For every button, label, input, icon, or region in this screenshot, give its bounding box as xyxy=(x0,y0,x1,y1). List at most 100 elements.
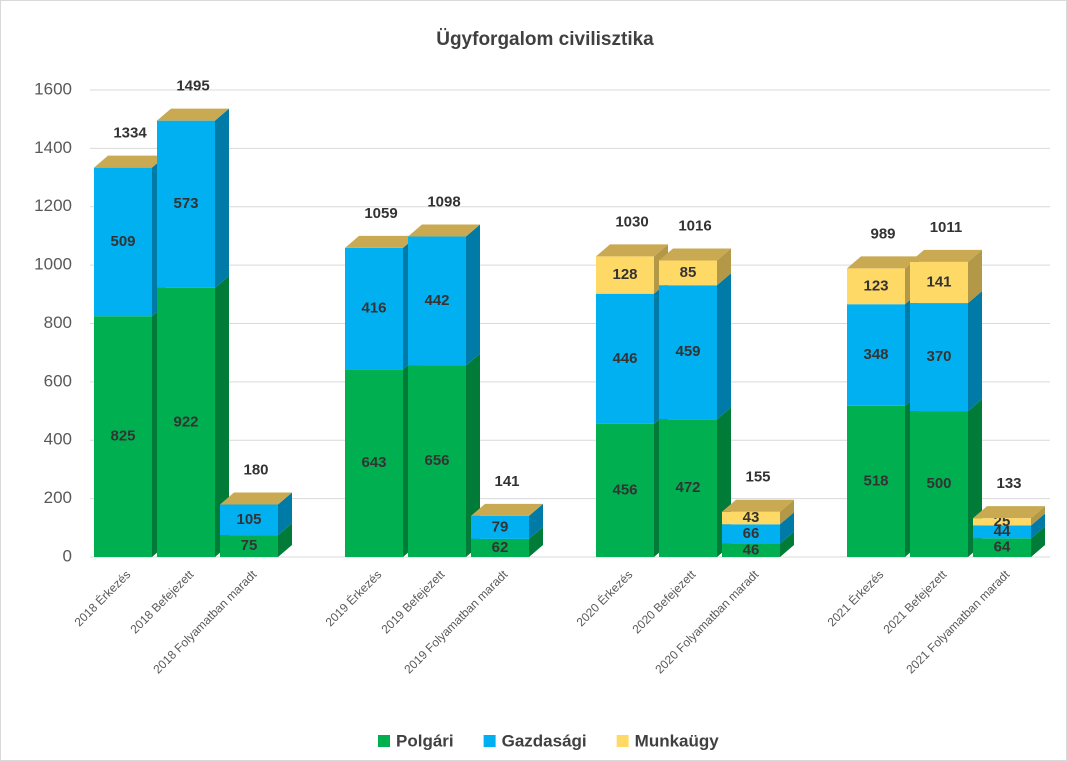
legend-label: Polgári xyxy=(396,731,454,750)
bar-side xyxy=(780,531,794,557)
bar-segment xyxy=(345,247,403,370)
bar-side xyxy=(466,224,480,366)
y-tick-label: 1200 xyxy=(34,196,72,215)
bar-segment xyxy=(973,538,1031,557)
y-tick-label: 600 xyxy=(44,371,72,390)
total-label: 133 xyxy=(996,475,1021,492)
bar-segment xyxy=(94,167,152,317)
legend-swatch xyxy=(616,735,629,747)
data-label: 348 xyxy=(863,346,888,363)
y-tick-label: 400 xyxy=(44,430,72,449)
bar-segment xyxy=(722,543,780,557)
bar-segment xyxy=(659,285,717,420)
data-label: 79 xyxy=(492,518,509,535)
bar-segment xyxy=(910,303,968,412)
bar-side xyxy=(968,249,982,304)
bar-top xyxy=(659,248,731,261)
legend-swatch xyxy=(378,735,390,747)
data-label: 518 xyxy=(863,472,888,489)
bar-top xyxy=(596,244,668,257)
bar-segment xyxy=(408,236,466,366)
bar-side xyxy=(215,275,229,557)
bar-side xyxy=(717,248,731,286)
bar-side xyxy=(1031,526,1045,557)
bar-segment xyxy=(910,411,968,557)
bar-side xyxy=(1031,513,1045,539)
data-label: 416 xyxy=(361,300,386,317)
bar-top xyxy=(345,235,417,248)
bar-top xyxy=(847,256,919,269)
bar-segment xyxy=(722,511,780,525)
total-label: 180 xyxy=(243,461,268,478)
y-tick-label: 1000 xyxy=(34,255,72,274)
bar-side xyxy=(780,512,794,544)
data-label: 573 xyxy=(173,195,198,212)
data-label: 43 xyxy=(743,509,760,526)
data-label: 44 xyxy=(994,523,1011,540)
data-label: 128 xyxy=(612,266,637,283)
bar-top xyxy=(94,155,166,168)
bar-top xyxy=(220,492,292,505)
total-label: 1098 xyxy=(427,193,460,210)
bar-top xyxy=(722,499,794,512)
bar-segment xyxy=(471,515,529,539)
data-label: 459 xyxy=(675,343,700,360)
total-label: 1059 xyxy=(364,205,397,222)
bar-segment xyxy=(94,316,152,557)
bar-segment xyxy=(910,261,968,304)
data-label: 370 xyxy=(926,348,951,365)
bar-segment xyxy=(345,369,403,557)
bar-segment xyxy=(659,419,717,557)
y-tick-label: 0 xyxy=(63,546,72,565)
y-tick-label: 1400 xyxy=(34,138,72,157)
data-label: 64 xyxy=(994,539,1011,556)
y-tick-label: 200 xyxy=(44,488,72,507)
data-label: 123 xyxy=(863,277,888,294)
bar-segment xyxy=(722,524,780,544)
y-tick-label: 1600 xyxy=(34,79,72,98)
bar-side xyxy=(717,273,731,420)
total-label: 1030 xyxy=(615,213,648,230)
data-label: 500 xyxy=(926,475,951,492)
data-label: 46 xyxy=(743,541,760,558)
bar-segment xyxy=(847,304,905,406)
bar-segment xyxy=(220,504,278,536)
data-label: 66 xyxy=(743,525,760,542)
total-label: 989 xyxy=(870,225,895,242)
bar-side xyxy=(780,499,794,525)
total-label: 1011 xyxy=(930,219,963,236)
total-label: 1495 xyxy=(176,78,209,95)
data-label: 62 xyxy=(492,539,509,556)
bar-segment xyxy=(973,518,1031,526)
bar-segment xyxy=(471,538,529,557)
data-label: 656 xyxy=(424,452,449,469)
bar-side xyxy=(1031,506,1045,526)
bar-segment xyxy=(220,535,278,557)
data-label: 643 xyxy=(361,454,386,471)
bar-top xyxy=(910,249,982,262)
bar-top xyxy=(157,108,229,121)
chart-title: Ügyforgalom civilisztika xyxy=(436,29,654,50)
legend-swatch xyxy=(483,735,496,747)
bar-side xyxy=(968,291,982,412)
data-label: 85 xyxy=(680,264,697,281)
bar-top xyxy=(973,506,1045,519)
total-label: 141 xyxy=(494,473,519,490)
total-label: 1334 xyxy=(113,125,147,142)
data-label: 75 xyxy=(241,537,258,554)
bar-top xyxy=(408,224,480,237)
total-label: 155 xyxy=(745,469,770,486)
data-label: 825 xyxy=(110,428,135,445)
total-label: 1016 xyxy=(678,217,711,234)
bar-segment xyxy=(157,287,215,557)
bar-segment xyxy=(596,256,654,294)
y-tick-label: 800 xyxy=(44,313,72,332)
data-label: 105 xyxy=(236,511,261,528)
bar-side xyxy=(278,492,292,536)
bar-side xyxy=(215,108,229,288)
bar-segment xyxy=(157,120,215,288)
bar-segment xyxy=(847,405,905,557)
bar-segment xyxy=(408,365,466,557)
data-label: 922 xyxy=(173,413,198,430)
